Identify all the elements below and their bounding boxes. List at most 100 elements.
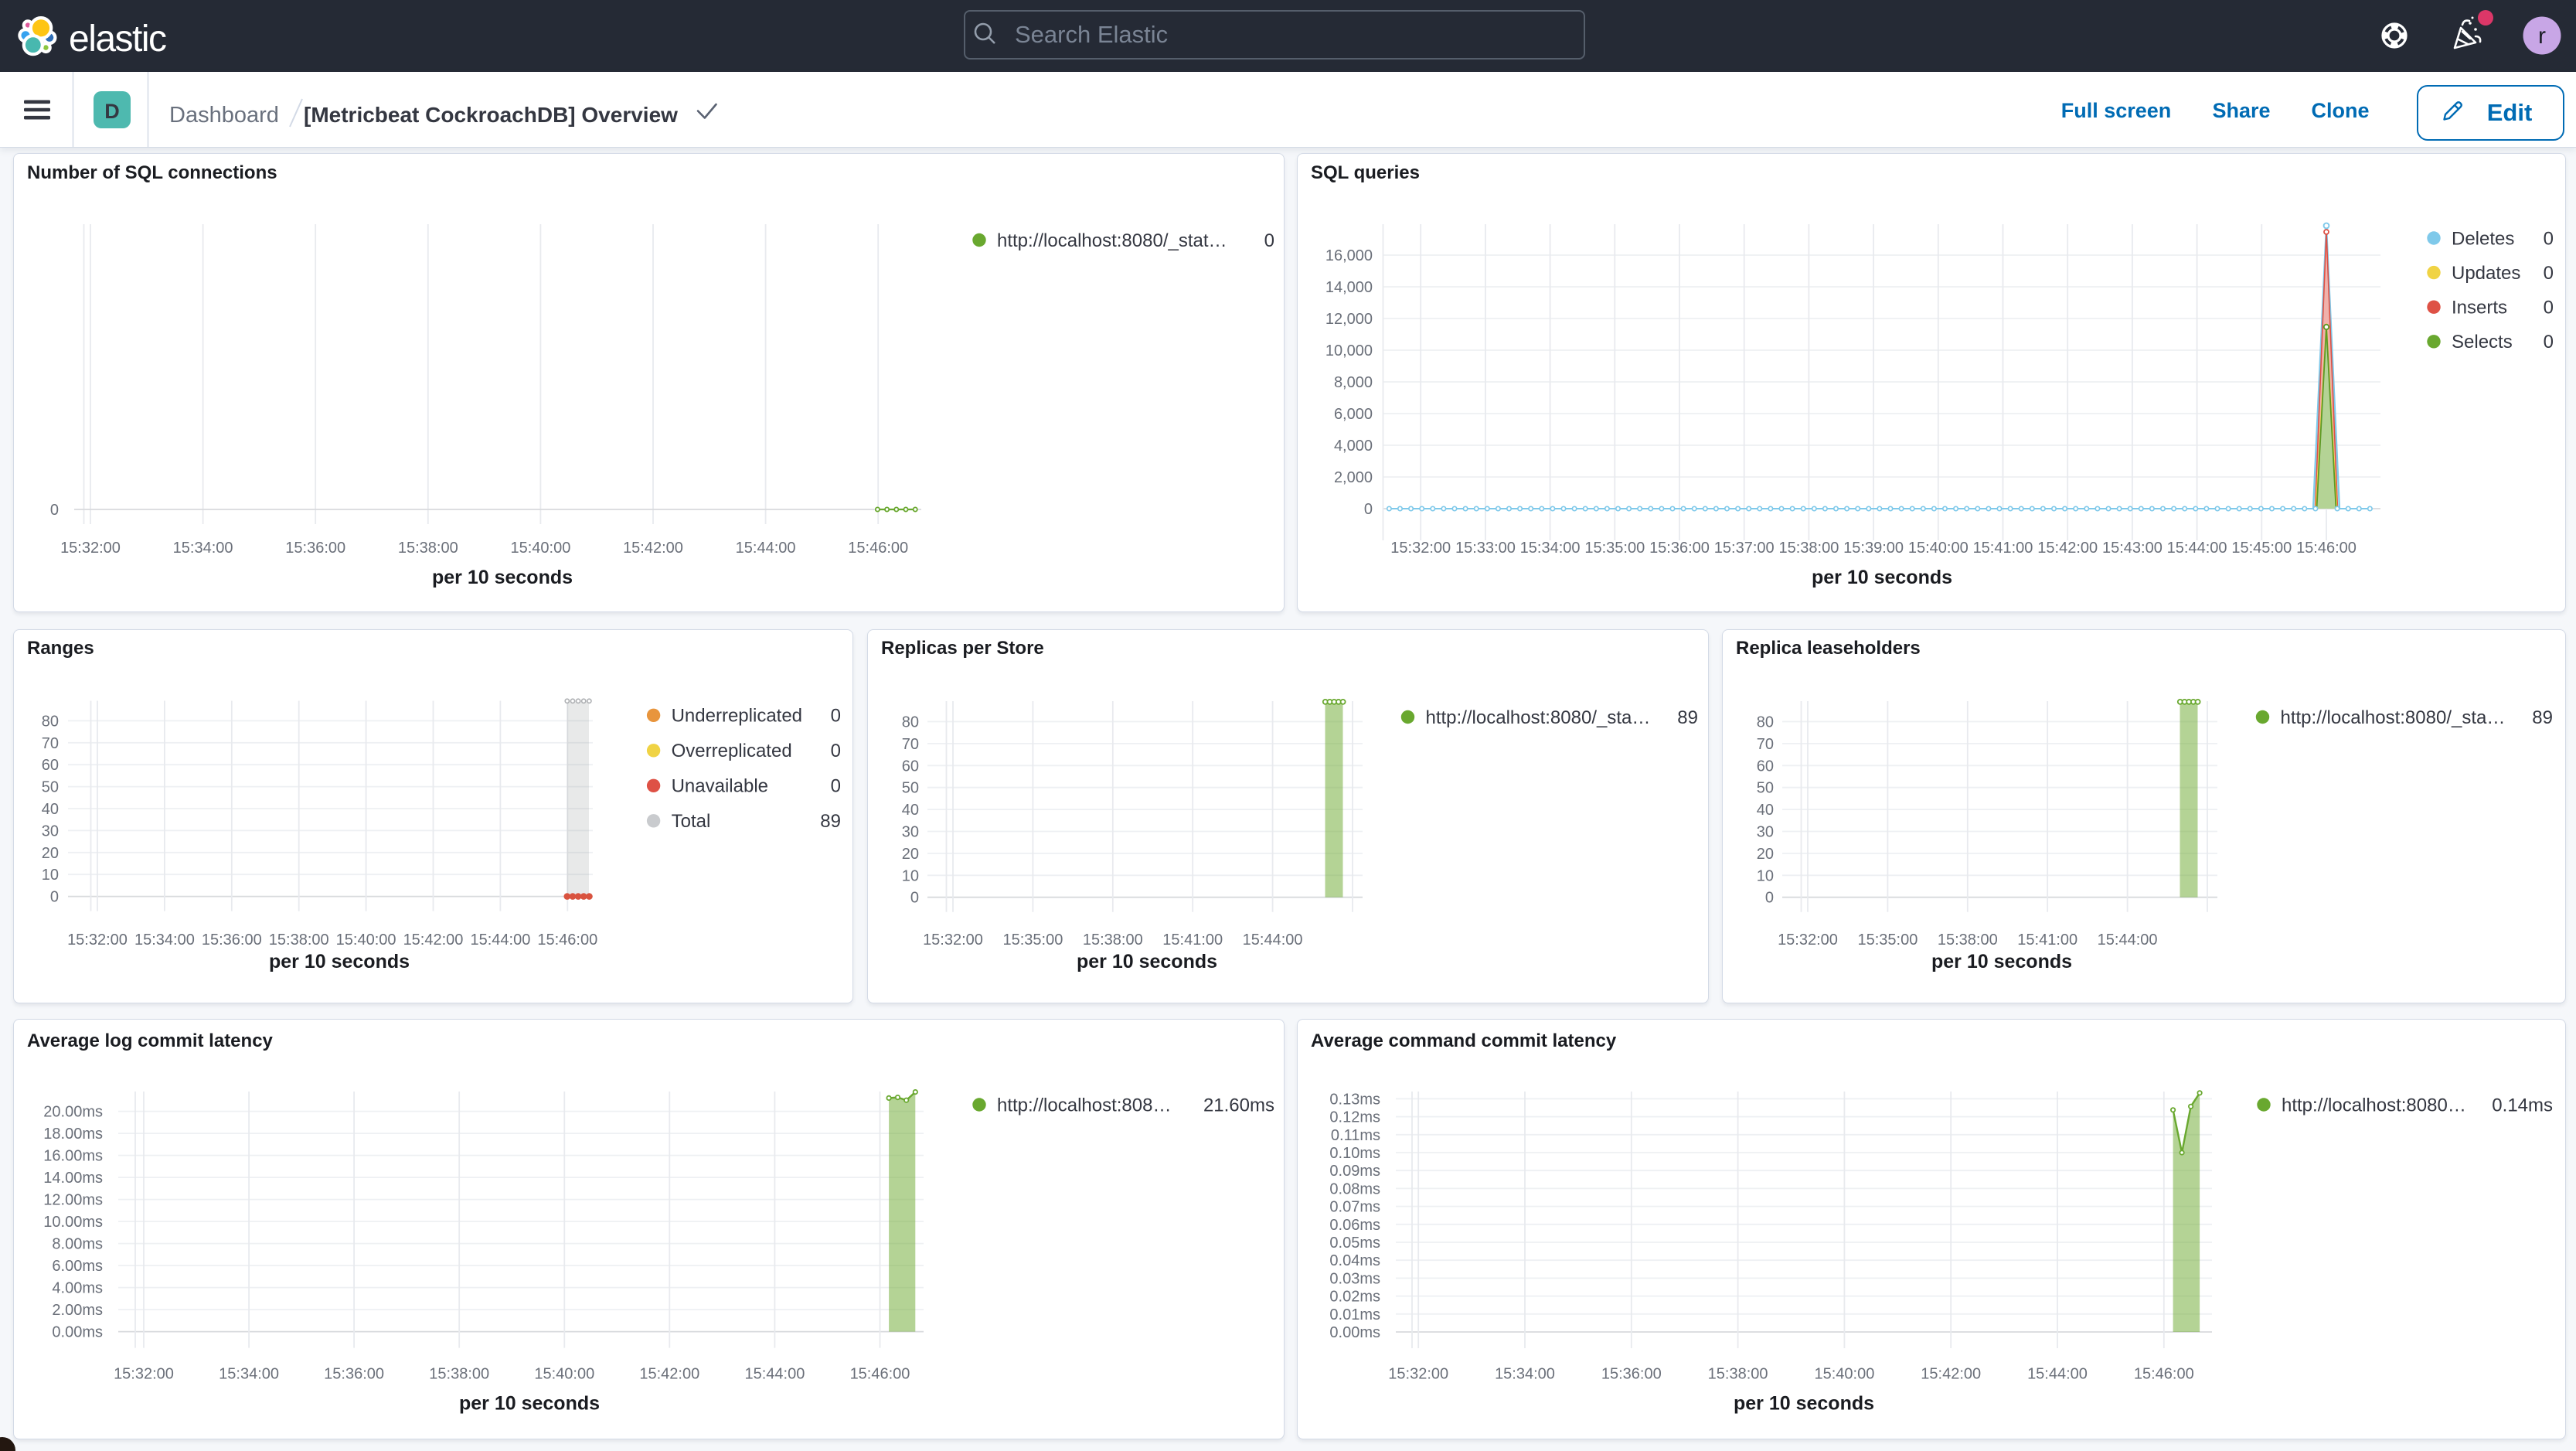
svg-text:15:38:00: 15:38:00 xyxy=(269,932,329,949)
svg-text:15:34:00: 15:34:00 xyxy=(1520,540,1581,557)
svg-text:14.00ms: 14.00ms xyxy=(43,1170,103,1187)
svg-text:Full screen: Full screen xyxy=(2061,99,2172,122)
svg-text:Inserts: Inserts xyxy=(2452,298,2507,318)
svg-text:12.00ms: 12.00ms xyxy=(43,1192,103,1209)
svg-text:10: 10 xyxy=(1757,867,1774,884)
svg-text:15:44:00: 15:44:00 xyxy=(2167,540,2227,557)
svg-text:Share: Share xyxy=(2212,99,2270,122)
svg-text:0.09ms: 0.09ms xyxy=(1329,1163,1380,1180)
svg-text:15:38:00: 15:38:00 xyxy=(1938,932,1998,949)
svg-text:15:35:00: 15:35:00 xyxy=(1857,932,1918,949)
svg-text:15:46:00: 15:46:00 xyxy=(2296,540,2357,557)
svg-text:15:32:00: 15:32:00 xyxy=(1778,932,1838,949)
svg-text:per 10 seconds: per 10 seconds xyxy=(1812,567,1952,588)
svg-text:per 10 seconds: per 10 seconds xyxy=(269,951,410,972)
svg-text:80: 80 xyxy=(1757,714,1774,731)
svg-text:0: 0 xyxy=(831,706,841,727)
svg-text:15:42:00: 15:42:00 xyxy=(1921,1366,1981,1383)
svg-text:14,000: 14,000 xyxy=(1325,279,1373,296)
svg-text:Updates: Updates xyxy=(2452,263,2520,284)
svg-text:15:33:00: 15:33:00 xyxy=(1455,540,1516,557)
svg-text:0.04ms: 0.04ms xyxy=(1329,1252,1380,1269)
svg-text:89: 89 xyxy=(1677,707,1698,728)
svg-text:0: 0 xyxy=(2544,298,2554,318)
svg-text:60: 60 xyxy=(1757,758,1774,775)
svg-text:15:32:00: 15:32:00 xyxy=(60,540,121,557)
svg-text:http://localhost:808…: http://localhost:808… xyxy=(997,1095,1171,1115)
svg-text:15:42:00: 15:42:00 xyxy=(639,1366,699,1383)
svg-text:6,000: 6,000 xyxy=(1334,406,1373,423)
svg-text:0.02ms: 0.02ms xyxy=(1329,1289,1380,1306)
svg-text:15:42:00: 15:42:00 xyxy=(2037,540,2098,557)
svg-text:0: 0 xyxy=(1765,890,1774,907)
svg-text:40: 40 xyxy=(1757,802,1774,819)
svg-text:0.14ms: 0.14ms xyxy=(2492,1095,2553,1115)
svg-text:10.00ms: 10.00ms xyxy=(43,1214,103,1231)
svg-text:Selects: Selects xyxy=(2452,332,2513,353)
svg-text:15:39:00: 15:39:00 xyxy=(1843,540,1904,557)
svg-text:15:44:00: 15:44:00 xyxy=(2027,1366,2088,1383)
svg-text:0: 0 xyxy=(1364,501,1373,518)
svg-text:Unavailable: Unavailable xyxy=(672,776,768,797)
svg-text:2.00ms: 2.00ms xyxy=(52,1302,103,1319)
svg-text:15:34:00: 15:34:00 xyxy=(173,540,233,557)
svg-text:15:37:00: 15:37:00 xyxy=(1714,540,1775,557)
svg-text:4,000: 4,000 xyxy=(1334,438,1373,455)
svg-text:70: 70 xyxy=(902,736,919,753)
svg-text:60: 60 xyxy=(902,758,919,775)
svg-text:30: 30 xyxy=(902,824,919,841)
svg-text:http://localhost:8080/_sta…: http://localhost:8080/_sta… xyxy=(2281,707,2506,728)
svg-text:15:36:00: 15:36:00 xyxy=(324,1366,384,1383)
svg-text:15:44:00: 15:44:00 xyxy=(2098,932,2158,949)
svg-text:20: 20 xyxy=(42,845,59,862)
svg-text:15:42:00: 15:42:00 xyxy=(623,540,683,557)
svg-text:0: 0 xyxy=(2544,332,2554,353)
svg-text:15:44:00: 15:44:00 xyxy=(470,932,530,949)
svg-text:15:44:00: 15:44:00 xyxy=(744,1366,805,1383)
svg-text:20.00ms: 20.00ms xyxy=(43,1104,103,1121)
svg-text:0: 0 xyxy=(50,502,59,519)
svg-text:r: r xyxy=(2538,23,2546,49)
svg-text:15:36:00: 15:36:00 xyxy=(1649,540,1710,557)
svg-text:0.00ms: 0.00ms xyxy=(52,1324,103,1341)
svg-text:0.13ms: 0.13ms xyxy=(1329,1091,1380,1108)
svg-text:0: 0 xyxy=(1264,230,1274,251)
svg-text:15:36:00: 15:36:00 xyxy=(1601,1366,1662,1383)
svg-text:10: 10 xyxy=(902,867,919,884)
svg-text:15:34:00: 15:34:00 xyxy=(219,1366,279,1383)
svg-text:15:32:00: 15:32:00 xyxy=(923,932,983,949)
svg-text:0.00ms: 0.00ms xyxy=(1329,1324,1380,1341)
svg-text:80: 80 xyxy=(902,714,919,731)
svg-text:15:38:00: 15:38:00 xyxy=(429,1366,489,1383)
svg-text:15:44:00: 15:44:00 xyxy=(736,540,796,557)
svg-text:15:45:00: 15:45:00 xyxy=(2231,540,2292,557)
svg-text:40: 40 xyxy=(42,801,59,818)
svg-text:Search Elastic: Search Elastic xyxy=(1015,21,1168,48)
svg-text:Clone: Clone xyxy=(2311,99,2369,122)
svg-text:40: 40 xyxy=(902,802,919,819)
svg-text:50: 50 xyxy=(1757,780,1774,797)
svg-text:70: 70 xyxy=(1757,736,1774,753)
svg-text:8.00ms: 8.00ms xyxy=(52,1236,103,1253)
svg-text:0.06ms: 0.06ms xyxy=(1329,1217,1380,1234)
svg-text:50: 50 xyxy=(902,780,919,797)
svg-text:per 10 seconds: per 10 seconds xyxy=(1931,951,2072,972)
svg-text:15:32:00: 15:32:00 xyxy=(67,932,128,949)
svg-text:10,000: 10,000 xyxy=(1325,342,1373,359)
svg-text:30: 30 xyxy=(1757,824,1774,841)
svg-text:15:46:00: 15:46:00 xyxy=(537,932,597,949)
svg-text:15:38:00: 15:38:00 xyxy=(1708,1366,1768,1383)
svg-text:15:38:00: 15:38:00 xyxy=(398,540,458,557)
svg-text:21.60ms: 21.60ms xyxy=(1203,1095,1274,1115)
svg-text:15:38:00: 15:38:00 xyxy=(1083,932,1143,949)
svg-text:15:42:00: 15:42:00 xyxy=(403,932,464,949)
svg-text:http://localhost:8080…: http://localhost:8080… xyxy=(2282,1095,2466,1115)
svg-text:15:32:00: 15:32:00 xyxy=(1390,540,1451,557)
svg-text:20: 20 xyxy=(1757,846,1774,863)
svg-text:15:40:00: 15:40:00 xyxy=(1814,1366,1874,1383)
svg-text:0.07ms: 0.07ms xyxy=(1329,1199,1380,1216)
svg-text:2,000: 2,000 xyxy=(1334,469,1373,486)
svg-text:elastic: elastic xyxy=(69,19,166,60)
svg-text:0.11ms: 0.11ms xyxy=(1331,1127,1380,1144)
svg-text:Overreplicated: Overreplicated xyxy=(672,741,792,761)
